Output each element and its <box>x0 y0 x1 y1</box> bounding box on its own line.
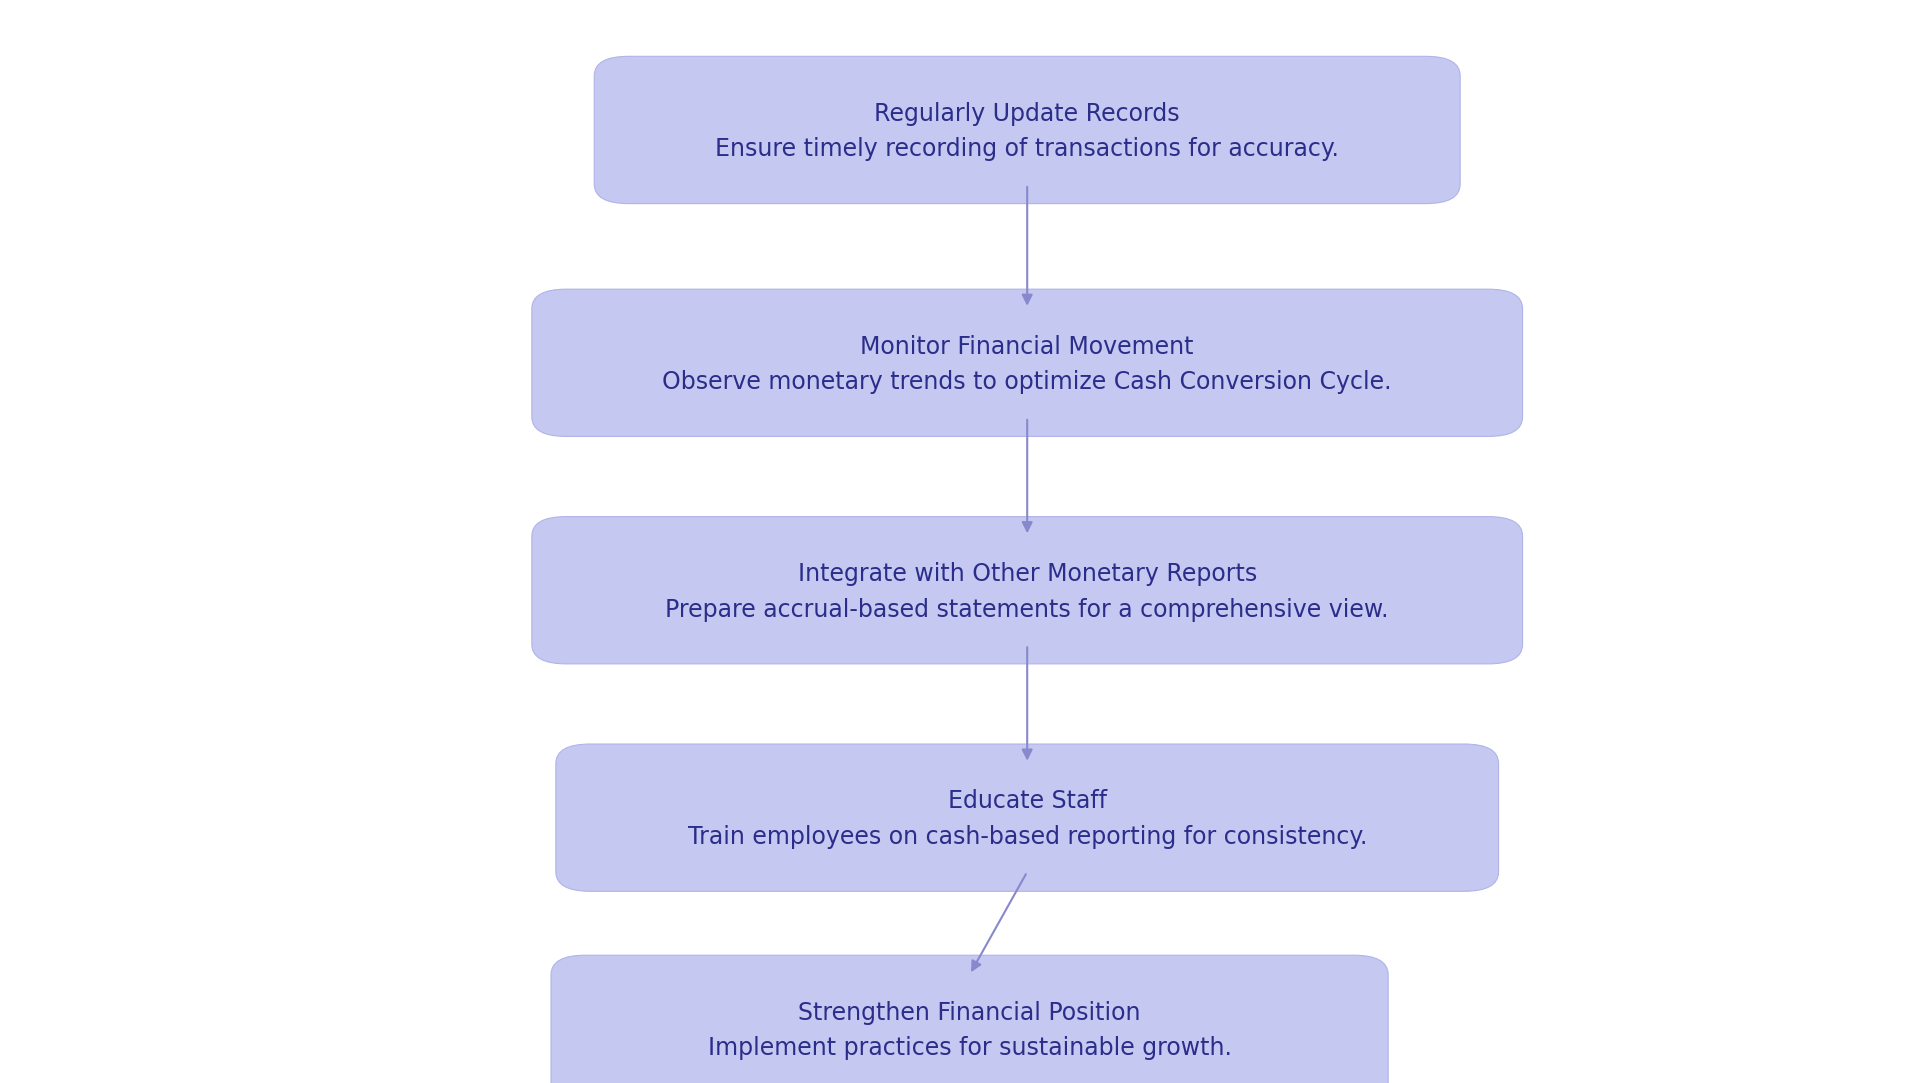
Text: Strengthen Financial Position: Strengthen Financial Position <box>799 1001 1140 1025</box>
FancyBboxPatch shape <box>551 955 1388 1083</box>
FancyBboxPatch shape <box>532 517 1523 664</box>
FancyBboxPatch shape <box>532 289 1523 436</box>
Text: Ensure timely recording of transactions for accuracy.: Ensure timely recording of transactions … <box>716 138 1338 161</box>
Text: Observe monetary trends to optimize Cash Conversion Cycle.: Observe monetary trends to optimize Cash… <box>662 370 1392 394</box>
FancyBboxPatch shape <box>557 744 1498 891</box>
Text: Educate Staff: Educate Staff <box>948 790 1106 813</box>
Text: Regularly Update Records: Regularly Update Records <box>874 102 1181 126</box>
Text: Train employees on cash-based reporting for consistency.: Train employees on cash-based reporting … <box>687 825 1367 849</box>
FancyBboxPatch shape <box>595 56 1459 204</box>
Text: Monitor Financial Movement: Monitor Financial Movement <box>860 335 1194 358</box>
Text: Integrate with Other Monetary Reports: Integrate with Other Monetary Reports <box>797 562 1258 586</box>
Text: Implement practices for sustainable growth.: Implement practices for sustainable grow… <box>708 1036 1231 1060</box>
Text: Prepare accrual-based statements for a comprehensive view.: Prepare accrual-based statements for a c… <box>666 598 1388 622</box>
